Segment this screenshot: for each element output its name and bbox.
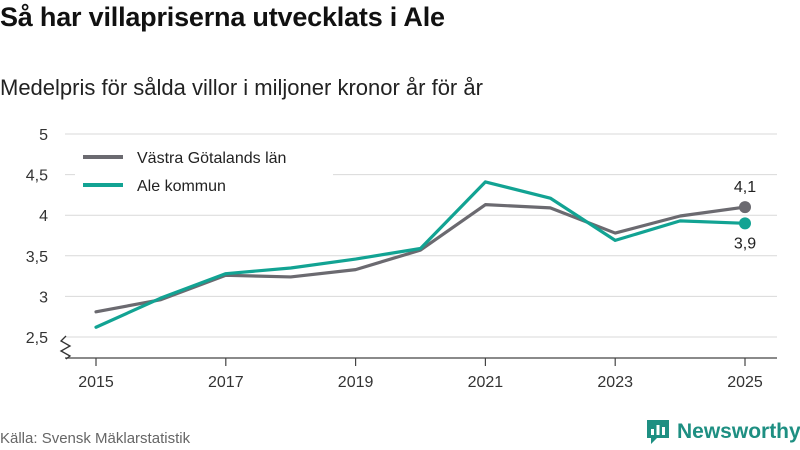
y-tick-label: 4,5 xyxy=(26,168,48,185)
y-tick-label: 4 xyxy=(39,208,48,225)
y-tick-label: 2,5 xyxy=(26,330,48,347)
legend-background xyxy=(75,143,333,201)
x-tick-label: 2021 xyxy=(468,374,504,391)
series-line-1 xyxy=(94,180,747,329)
end-value-label: 3,9 xyxy=(734,235,756,252)
data-point xyxy=(223,271,229,277)
legend: Västra Götalands län Ale kommun xyxy=(75,143,333,201)
data-point xyxy=(612,237,618,243)
series-line-0 xyxy=(94,203,747,314)
y-tick-label: 5 xyxy=(39,127,48,144)
data-point xyxy=(482,179,488,185)
brand-name: Newsworthy xyxy=(677,420,800,443)
y-tick-label: 3 xyxy=(39,289,48,306)
legend-label: Ale kommun xyxy=(137,178,226,195)
x-tick-label: 2025 xyxy=(727,374,763,391)
end-marker xyxy=(739,217,751,230)
data-point xyxy=(547,205,553,211)
data-point xyxy=(547,195,553,201)
end-marker xyxy=(739,201,751,214)
series-layer xyxy=(93,179,751,330)
chart-title: Så har villapriserna utvecklats i Ale xyxy=(0,2,445,32)
data-point xyxy=(93,324,99,330)
data-point xyxy=(158,295,164,301)
y-tick-label: 3,5 xyxy=(26,249,48,266)
data-point xyxy=(418,245,424,251)
source-note: Källa: Svensk Mäklarstatistik xyxy=(0,430,191,447)
data-point xyxy=(353,256,359,262)
legend-label: Västra Götalands län xyxy=(137,150,286,167)
data-point xyxy=(353,267,359,273)
tick-layer: 2,5 3 3,5 4 4,5 5 2015 2017 2019 2021 2023 2025 xyxy=(26,127,763,391)
end-value-label: 4,1 xyxy=(734,179,756,196)
data-point xyxy=(677,218,683,224)
data-point xyxy=(288,265,294,271)
data-point xyxy=(612,230,618,236)
brand-logo: Newsworthy xyxy=(645,418,800,446)
x-tick-label: 2019 xyxy=(338,374,374,391)
axis-break-icon xyxy=(59,335,72,360)
data-point xyxy=(288,274,294,280)
x-tick-label: 2015 xyxy=(78,374,114,391)
x-tick-label: 2023 xyxy=(597,374,633,391)
data-labels: 4,1 3,9 xyxy=(734,179,756,252)
data-point xyxy=(482,202,488,208)
chart-subtitle: Medelpris för sålda villor i miljoner kr… xyxy=(0,75,483,100)
data-point xyxy=(93,309,99,315)
bar-chart-logo-icon xyxy=(647,420,669,444)
x-tick-label: 2017 xyxy=(208,374,244,391)
